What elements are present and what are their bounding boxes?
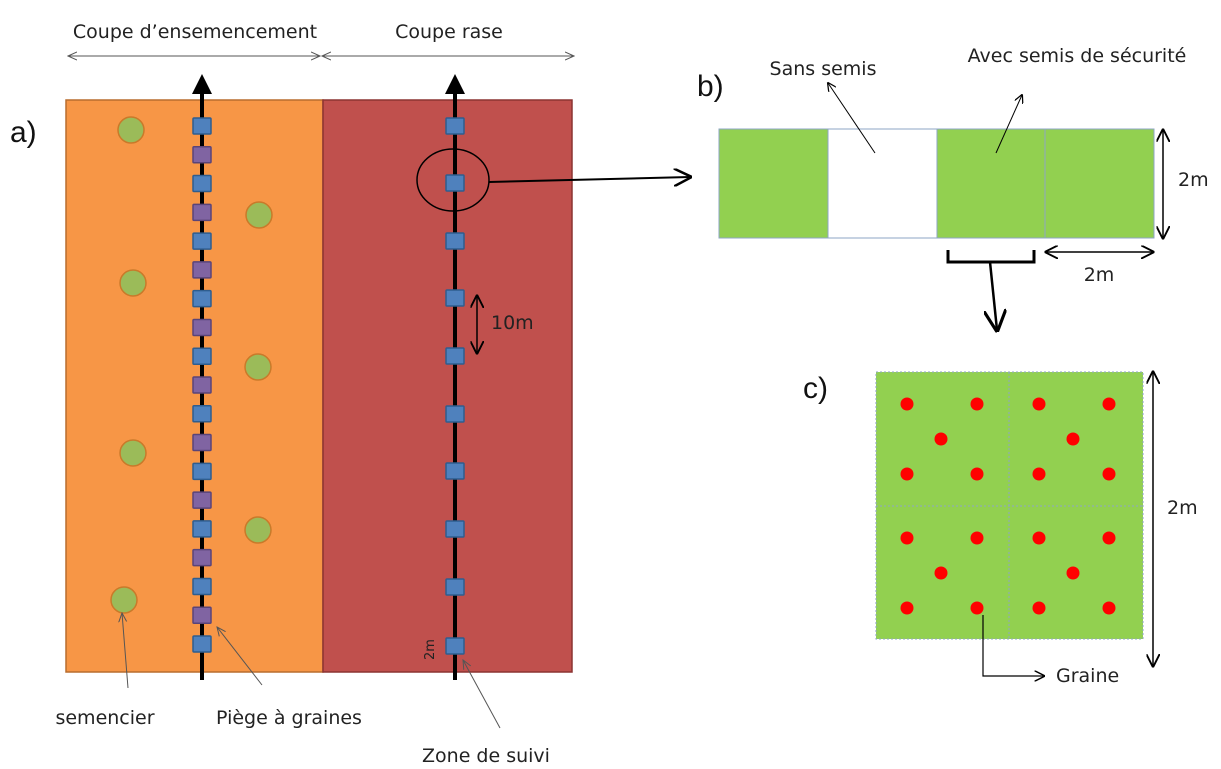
seed-trap	[192, 376, 212, 394]
graine-label: Graine	[1056, 665, 1119, 687]
header-seeding-cut: Coupe d’ensemencement	[73, 21, 317, 43]
seed-dot	[1032, 397, 1046, 411]
seed-dot	[900, 397, 914, 411]
clear-cut-zone	[322, 99, 573, 673]
seed-tree	[119, 439, 147, 467]
small-2m-label: 2m	[423, 639, 438, 660]
piege-pointer	[217, 627, 263, 686]
monitoring-zone	[445, 520, 465, 538]
right-transect-squares	[445, 117, 465, 655]
seed-trap	[192, 548, 212, 567]
monitoring-zone	[192, 520, 212, 538]
monitoring-zone	[192, 174, 212, 193]
semencier-pointer	[122, 613, 129, 689]
panel-b: b) Sans semis Avec semis de sécurité 2m …	[697, 45, 1209, 330]
plot-b-green-3	[1044, 128, 1155, 239]
seed-tree	[119, 269, 147, 297]
seed-dot	[1066, 566, 1080, 580]
seed-dot	[934, 432, 948, 446]
seed-dot	[1032, 531, 1046, 545]
monitoring-zone	[192, 577, 212, 596]
seed-dot	[970, 531, 984, 545]
plot-b-white	[827, 128, 938, 239]
seed-dot	[1102, 601, 1116, 615]
header-clear-cut: Coupe rase	[395, 21, 503, 43]
monitoring-zone	[445, 289, 465, 307]
monitoring-zone	[445, 462, 465, 480]
seed-dot	[1102, 397, 1116, 411]
seed-dot	[934, 566, 948, 580]
panel-c-label: c)	[803, 372, 828, 405]
seed-dot	[1066, 432, 1080, 446]
seed-trap	[192, 433, 212, 452]
seed-trap	[192, 203, 212, 222]
panel-a-label: a)	[10, 116, 37, 149]
panel-b-label: b)	[697, 70, 724, 103]
seed-dot	[900, 467, 914, 481]
seed-trap	[192, 261, 212, 279]
monitoring-zone	[192, 117, 212, 135]
monitoring-zone	[192, 232, 212, 250]
seed-dot	[1032, 601, 1046, 615]
seed-dot	[1102, 467, 1116, 481]
seed-dots	[900, 397, 1116, 615]
seed-trap	[192, 146, 212, 164]
b-bracket	[946, 250, 1036, 264]
b-bracket-arrow	[990, 261, 997, 330]
seed-tree	[245, 201, 273, 229]
monitoring-zone	[445, 232, 465, 250]
seed-dot	[900, 601, 914, 615]
monitoring-zone	[192, 462, 212, 481]
seed-tree	[244, 353, 272, 381]
seed-dot	[970, 467, 984, 481]
seed-dot	[900, 531, 914, 545]
seed-dot	[1032, 467, 1046, 481]
zone-label: Zone de suivi	[422, 745, 550, 767]
piege-label: Piège à graines	[216, 707, 362, 729]
c-height-label: 2m	[1167, 497, 1198, 519]
monitoring-zone	[445, 637, 465, 655]
monitoring-zone	[445, 578, 465, 596]
graine-pointer	[982, 615, 1044, 676]
seed-tree	[110, 586, 138, 614]
panel-c: c) 2m Graine	[803, 372, 1198, 687]
monitoring-zone	[445, 174, 465, 192]
semencier-label: semencier	[55, 707, 154, 729]
seed-dot	[1102, 531, 1116, 545]
seed-trap	[192, 606, 212, 624]
seed-trees	[110, 116, 273, 614]
seed-trap	[192, 491, 212, 509]
highlight-circle	[416, 148, 490, 212]
monitoring-zone	[192, 347, 212, 365]
b-height-label: 2m	[1178, 169, 1209, 191]
monitoring-zone	[445, 347, 465, 365]
left-transect-squares	[192, 117, 212, 653]
panel-a: a) Coupe d’ensemencement Coupe rase 10m …	[10, 21, 690, 767]
seed-trap	[192, 318, 212, 337]
avec-semis-pointer	[995, 95, 1022, 154]
zone-pointer	[463, 660, 501, 729]
monitoring-zone	[445, 405, 465, 423]
seed-dot	[970, 397, 984, 411]
monitoring-zone	[445, 117, 465, 135]
avec-semis-label: Avec semis de sécurité	[968, 45, 1187, 67]
seed-tree	[244, 516, 272, 544]
plot-b-green-1	[718, 128, 829, 239]
seed-dot	[970, 601, 984, 615]
plot-b-green-2	[936, 128, 1046, 239]
sans-semis-pointer	[828, 83, 876, 154]
monitoring-zone	[192, 289, 212, 308]
b-width-label: 2m	[1084, 264, 1115, 286]
highlight-connector-arrow	[488, 177, 690, 182]
monitoring-zone	[192, 635, 212, 653]
seed-tree	[117, 116, 145, 144]
sans-semis-label: Sans semis	[770, 58, 877, 80]
monitoring-zone	[192, 405, 212, 423]
spacing-label: 10m	[491, 312, 534, 334]
